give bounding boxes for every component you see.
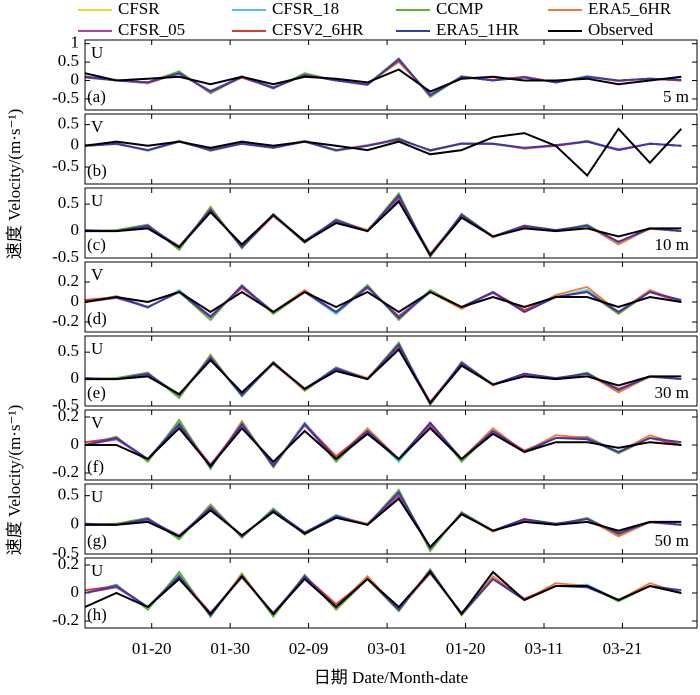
plot-lines bbox=[85, 57, 682, 99]
y-tick-label: 0 bbox=[71, 291, 80, 310]
x-tick-label: 01-20 bbox=[446, 639, 486, 658]
panel-frame bbox=[84, 557, 698, 629]
data-line bbox=[85, 340, 682, 406]
component-label: U bbox=[91, 43, 103, 62]
x-tick-label: 01-20 bbox=[132, 639, 172, 658]
legend-label: ERA5_1HR bbox=[436, 20, 520, 39]
data-line bbox=[85, 137, 682, 152]
y-axis-title: 速度 Velocity/(m·s⁻¹) bbox=[5, 405, 24, 556]
y-tick-label: 0.2 bbox=[58, 406, 79, 425]
data-line bbox=[85, 57, 682, 97]
height-label: 5 m bbox=[663, 87, 689, 106]
y-tick-label: 0 bbox=[71, 135, 80, 154]
x-tick-label: 03-21 bbox=[603, 639, 643, 658]
y-axis-title: 速度 Velocity/(m·s⁻¹) bbox=[5, 109, 24, 260]
y-tick-label: 0 bbox=[71, 220, 80, 239]
x-axis-title: 日期 Date/Month-date bbox=[314, 668, 468, 687]
data-line bbox=[85, 570, 682, 616]
panel-tag: (b) bbox=[87, 161, 107, 180]
legend-label: CCMP bbox=[436, 0, 483, 18]
data-line bbox=[85, 138, 682, 152]
y-tick-label: -0.5 bbox=[52, 395, 79, 414]
y-tick-label: -0.2 bbox=[52, 610, 79, 629]
y-tick-label: 0 bbox=[71, 582, 80, 601]
plot-lines bbox=[85, 283, 682, 322]
data-line bbox=[85, 426, 682, 468]
legend-label: CFSV2_6HR bbox=[272, 20, 364, 39]
panel-tag: (g) bbox=[87, 531, 107, 550]
panel-frame bbox=[84, 39, 698, 111]
panel-frame bbox=[84, 335, 698, 407]
x-tick-label: 03-11 bbox=[524, 639, 563, 658]
panel-tag: (a) bbox=[87, 87, 106, 106]
data-line bbox=[85, 347, 682, 406]
plot-lines bbox=[85, 567, 682, 619]
panel-frame bbox=[84, 187, 698, 259]
plot-lines bbox=[85, 340, 682, 406]
data-line bbox=[85, 290, 682, 314]
x-tick-label: 02-09 bbox=[289, 639, 329, 658]
y-tick-label: 0 bbox=[71, 434, 80, 453]
panel-frame bbox=[84, 261, 698, 333]
panel-frame bbox=[84, 483, 698, 555]
component-label: U bbox=[91, 561, 103, 580]
y-tick-label: 0.5 bbox=[58, 485, 79, 504]
x-tick-label: 03-01 bbox=[367, 639, 407, 658]
data-line bbox=[85, 490, 682, 550]
y-tick-label: -0.5 bbox=[52, 247, 79, 266]
data-line bbox=[85, 497, 682, 549]
y-tick-label: 0 bbox=[71, 69, 80, 88]
y-tick-label: 0.5 bbox=[58, 193, 79, 212]
data-line bbox=[85, 127, 683, 178]
plot-lines bbox=[85, 127, 683, 178]
y-tick-label: -0.2 bbox=[52, 462, 79, 481]
plot-lines bbox=[85, 488, 682, 553]
legend-label: Observed bbox=[588, 20, 654, 39]
y-tick-label: -0.5 bbox=[52, 156, 79, 175]
y-tick-label: -0.5 bbox=[52, 543, 79, 562]
component-label: U bbox=[91, 339, 103, 358]
data-line bbox=[85, 421, 682, 469]
data-line bbox=[85, 191, 682, 258]
panel-tag: (h) bbox=[87, 605, 107, 624]
component-label: V bbox=[91, 117, 104, 136]
height-label: 10 m bbox=[655, 235, 689, 254]
legend-label: CFSR_05 bbox=[118, 20, 185, 39]
y-tick-label: 1 bbox=[71, 33, 80, 52]
y-tick-label: 0.5 bbox=[58, 51, 79, 70]
legend-label: ERA5_6HR bbox=[588, 0, 672, 18]
data-line bbox=[85, 199, 682, 258]
data-line bbox=[85, 569, 682, 617]
panel-tag: (c) bbox=[87, 235, 106, 254]
y-tick-label: 0 bbox=[71, 514, 80, 533]
plot-lines bbox=[85, 191, 682, 258]
panel-tag: (e) bbox=[87, 383, 106, 402]
panel-tag: (f) bbox=[87, 457, 104, 476]
y-tick-label: 0.2 bbox=[58, 271, 79, 290]
y-tick-label: 0.5 bbox=[58, 341, 79, 360]
height-label: 30 m bbox=[655, 383, 689, 402]
legend-label: CFSR bbox=[118, 0, 160, 18]
plot-lines bbox=[85, 418, 682, 471]
legend-label: CFSR_18 bbox=[272, 0, 339, 18]
component-label: U bbox=[91, 487, 103, 506]
panel-tag: (d) bbox=[87, 309, 107, 328]
component-label: U bbox=[91, 191, 103, 210]
y-tick-label: 0.2 bbox=[58, 554, 79, 573]
y-tick-label: -0.2 bbox=[52, 311, 79, 330]
y-tick-label: -0.5 bbox=[52, 88, 79, 107]
y-tick-label: 0 bbox=[71, 368, 80, 387]
component-label: V bbox=[91, 265, 104, 284]
y-tick-label: 0.5 bbox=[58, 114, 79, 133]
height-label: 50 m bbox=[655, 531, 689, 550]
panel-frame bbox=[84, 113, 698, 185]
panel-frame bbox=[84, 409, 698, 481]
component-label: V bbox=[91, 413, 104, 432]
x-tick-label: 01-30 bbox=[210, 639, 250, 658]
data-line bbox=[85, 68, 682, 93]
